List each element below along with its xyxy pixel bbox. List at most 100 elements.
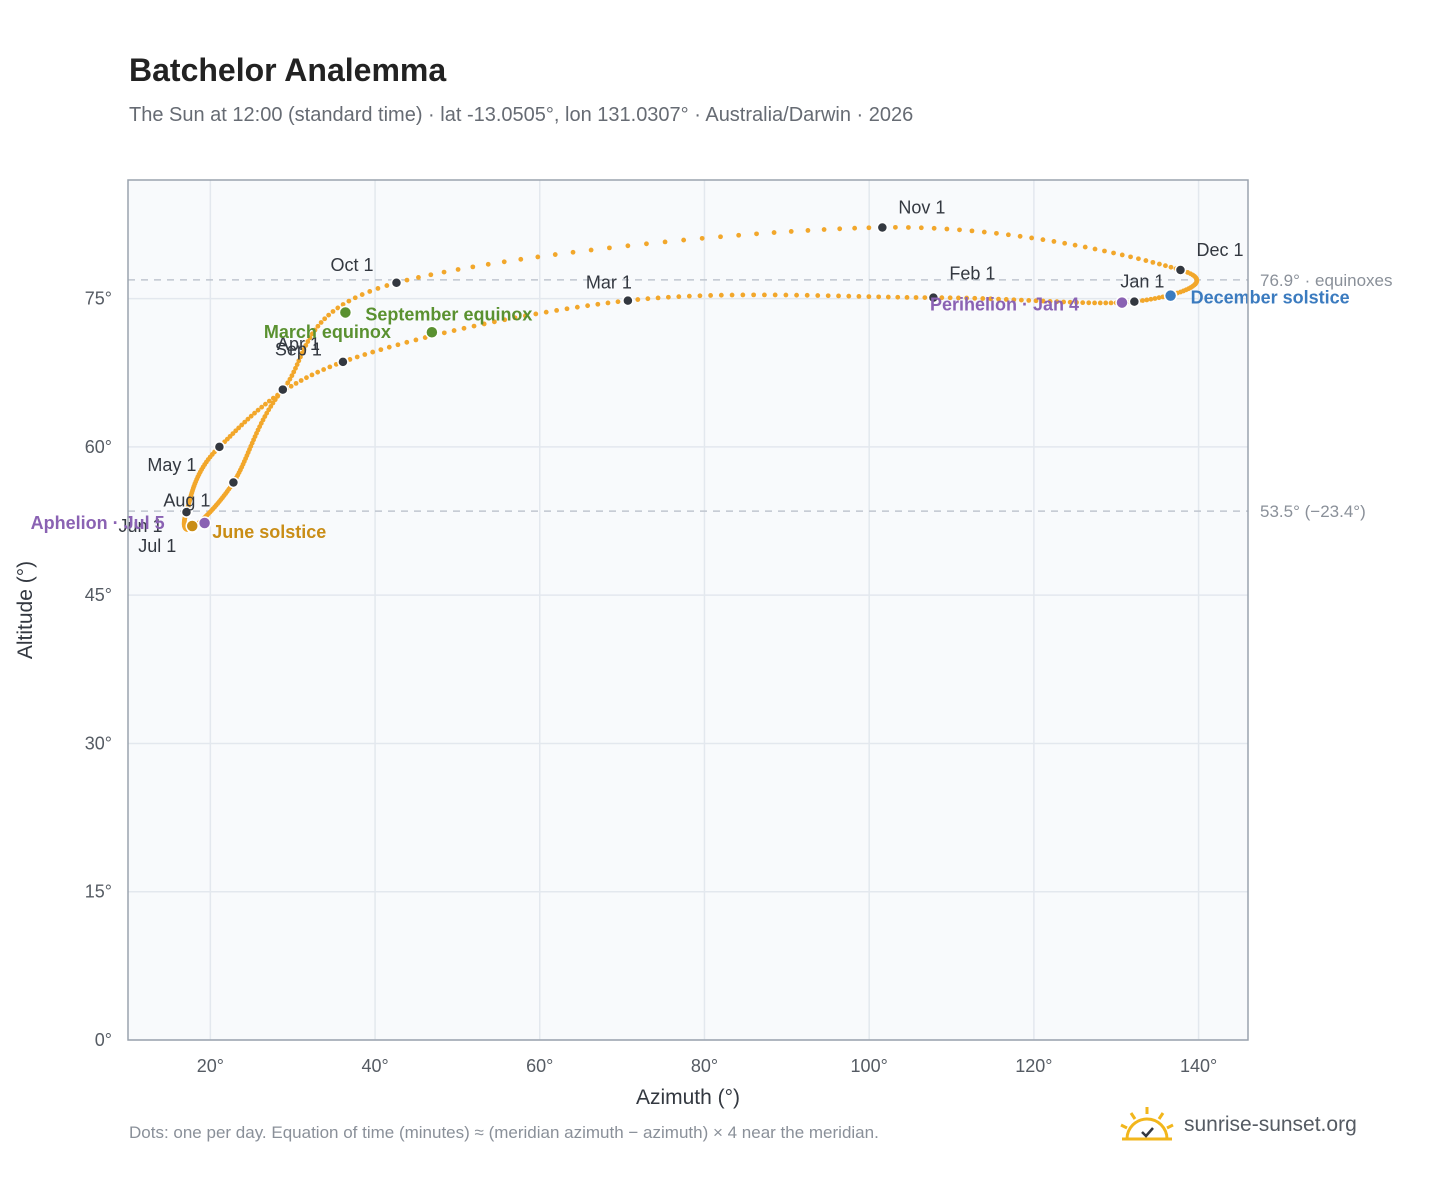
month-label: May 1 — [147, 455, 196, 475]
daily-dot — [299, 350, 305, 356]
daily-dot — [1168, 264, 1174, 270]
daily-dot — [1111, 250, 1116, 256]
event-marker — [185, 519, 199, 533]
plot-frame — [127, 179, 1249, 1041]
brand[interactable]: sunrise-sunset.org — [1120, 1100, 1357, 1150]
plot-background — [128, 180, 1248, 1040]
daily-dot — [301, 346, 307, 352]
daily-dot — [293, 380, 299, 386]
daily-dot — [708, 293, 714, 298]
daily-dot — [1144, 297, 1150, 303]
daily-dot — [762, 292, 767, 298]
month-label: Mar 1 — [586, 273, 632, 293]
daily-dot — [625, 243, 631, 249]
daily-dot — [994, 230, 999, 236]
month-marker — [277, 383, 289, 396]
daily-dot — [815, 293, 821, 298]
daily-dot — [595, 301, 601, 307]
daily-dot — [681, 237, 687, 243]
event-marker — [338, 305, 353, 320]
daily-dot — [384, 283, 390, 288]
daily-dot — [416, 275, 421, 280]
daily-dot — [605, 300, 611, 306]
daily-dot — [305, 339, 311, 344]
daily-dot — [676, 294, 682, 300]
month-label: Apr 1 — [277, 334, 320, 354]
daily-dot — [522, 313, 528, 319]
month-marker — [213, 441, 226, 453]
daily-dot — [441, 269, 447, 275]
daily-dot — [996, 296, 1001, 302]
daily-dot — [655, 295, 661, 301]
daily-dot — [404, 277, 410, 283]
daily-dot — [1040, 237, 1046, 243]
daily-dot — [1128, 254, 1133, 260]
daily-dot — [947, 295, 953, 301]
daily-dot — [362, 352, 368, 357]
daily-dot — [1017, 233, 1023, 239]
daily-dot — [964, 295, 970, 301]
x-axis-label: Azimuth (°) — [636, 1086, 740, 1109]
y-tick-label: 60° — [85, 437, 112, 457]
daily-dot — [805, 228, 811, 233]
reference-label: 76.9° · equinoxes — [1260, 271, 1393, 290]
axis-ticks: 20° 40° 60° 80° 100° 120° 140° 0° 15° 30° 45° 60° 75… — [85, 289, 1217, 1076]
daily-dot — [686, 293, 692, 299]
daily-dot — [846, 293, 852, 299]
daily-dot — [585, 303, 591, 309]
daily-dot — [804, 292, 810, 298]
daily-dot — [969, 228, 975, 234]
daily-dot — [294, 362, 300, 367]
daily-dot — [315, 323, 321, 329]
daily-dot — [1143, 258, 1149, 263]
daily-dot — [242, 419, 248, 425]
event-label: December solstice — [1191, 288, 1350, 308]
daily-dot — [1062, 240, 1068, 246]
daily-dot — [1092, 246, 1098, 252]
daily-dot — [315, 369, 321, 375]
daily-dot — [1097, 300, 1103, 306]
chart-subtitle: The Sun at 12:00 (standard time) · lat -… — [129, 104, 914, 126]
daily-dot — [972, 295, 978, 301]
daily-dot — [729, 292, 735, 298]
event-marker — [1115, 295, 1129, 310]
month-label: Nov 1 — [898, 197, 945, 217]
daily-dot — [270, 400, 276, 406]
x-tick-label: 80° — [691, 1056, 718, 1076]
y-tick-label: 15° — [85, 882, 112, 902]
daily-dot — [662, 239, 668, 245]
daily-dot — [296, 358, 302, 364]
daily-dot — [931, 225, 937, 231]
x-tick-label: 60° — [526, 1056, 553, 1076]
daily-dot — [307, 335, 313, 341]
daily-dot — [644, 241, 649, 247]
daily-dot — [248, 413, 254, 419]
daily-dot — [285, 380, 291, 386]
daily-dot — [291, 369, 297, 375]
daily-dot — [535, 254, 541, 260]
daily-dot — [552, 252, 558, 257]
brand-text: sunrise-sunset.org — [1184, 1113, 1357, 1136]
reference-label: 53.5° (−23.4°) — [1260, 502, 1366, 521]
daily-dot — [837, 226, 843, 232]
daily-dot — [375, 286, 381, 291]
y-tick-label: 30° — [85, 733, 112, 753]
daily-dot — [259, 404, 265, 410]
month-marker — [1174, 264, 1187, 276]
daily-dot — [1157, 261, 1162, 267]
event-marker — [425, 325, 439, 339]
daily-dot — [441, 330, 447, 336]
x-tick-label: 120° — [1015, 1056, 1052, 1076]
month-marker — [180, 506, 193, 518]
daily-dot — [346, 298, 352, 304]
daily-dot — [852, 225, 858, 231]
daily-dot — [895, 294, 901, 300]
daily-dot — [370, 349, 376, 355]
daily-dot — [825, 293, 831, 299]
event-label: Perihelion · Jan 4 — [930, 295, 1079, 315]
month-marker — [1128, 295, 1141, 308]
daily-dot — [866, 225, 872, 231]
daily-dot — [1108, 300, 1114, 306]
